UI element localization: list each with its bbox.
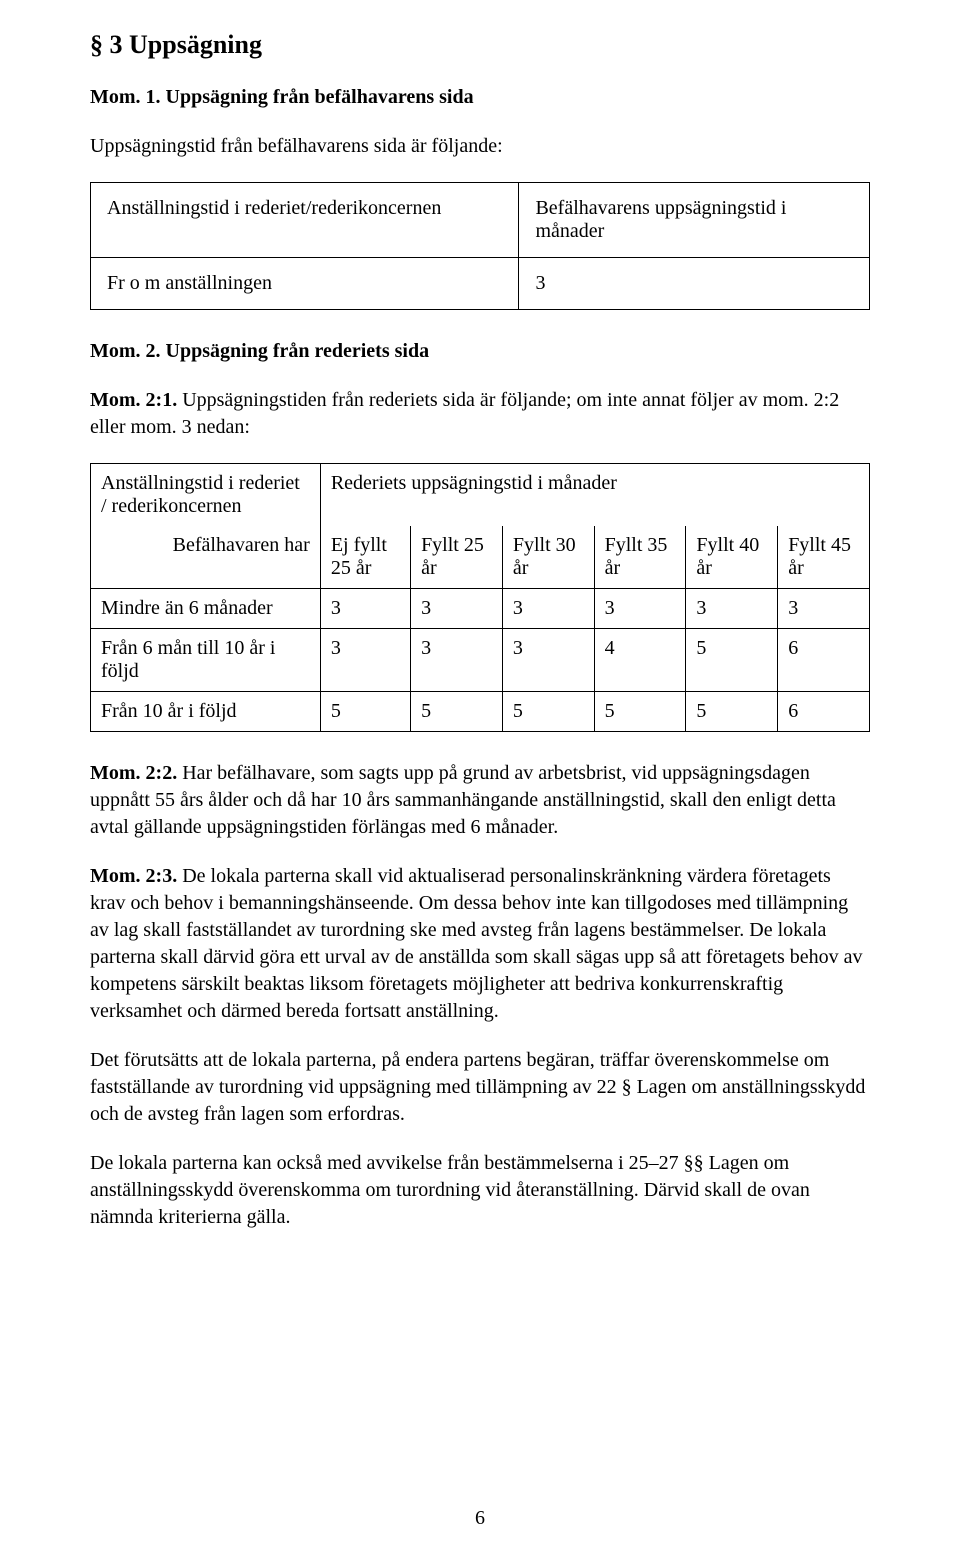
table-row: Anställningstid i rederiet / rederikonce…: [91, 464, 870, 527]
document-page: § 3 Uppsägning Mom. 1. Uppsägning från b…: [0, 0, 960, 1548]
mom22-paragraph: Mom. 2:2. Har befälhavare, som sagts upp…: [90, 760, 870, 841]
table-cell: 5: [594, 692, 686, 732]
table-row: Befälhavaren har Ej fyllt 25 år Fyllt 25…: [91, 526, 870, 589]
mom1-intro: Uppsägningstid från befälhavarens sida ä…: [90, 133, 870, 160]
table-cell: 3: [502, 589, 594, 629]
table-cell: 3: [411, 629, 503, 692]
mom21-paragraph: Mom. 2:1. Uppsägningstiden från rederiet…: [90, 387, 870, 441]
table-cell: 3: [320, 629, 410, 692]
table-row: Mindre än 6 månader 3 3 3 3 3 3: [91, 589, 870, 629]
table-row: Fr o m anställningen 3: [91, 258, 870, 310]
mom22-text: Har befälhavare, som sagts upp på grund …: [90, 762, 836, 838]
paragraph-5: De lokala parterna kan också med avvikel…: [90, 1150, 870, 1231]
table-cell: Fyllt 25 år: [411, 526, 503, 589]
table-cell: Fyllt 30 år: [502, 526, 594, 589]
table-cell: 4: [594, 629, 686, 692]
table-cell: Anställningstid i rederiet / rederikonce…: [91, 464, 321, 527]
table-cell: Befälhavarens uppsägningstid i månader: [519, 183, 870, 258]
table-cell: 5: [320, 692, 410, 732]
table-row: Från 10 år i följd 5 5 5 5 5 6: [91, 692, 870, 732]
table-row: Från 6 mån till 10 år i följd 3 3 3 4 5 …: [91, 629, 870, 692]
table-cell: 3: [502, 629, 594, 692]
table-cell: 5: [411, 692, 503, 732]
table-cell: Från 10 år i följd: [91, 692, 321, 732]
table-cell: 5: [502, 692, 594, 732]
table-cell: 3: [320, 589, 410, 629]
mom23-label: Mom. 2:3.: [90, 865, 177, 887]
mom1-heading: Mom. 1. Uppsägning från befälhavarens si…: [90, 84, 870, 111]
mom2-heading: Mom. 2. Uppsägning från rederiets sida: [90, 338, 870, 365]
table-cell: Fr o m anställningen: [91, 258, 519, 310]
page-number: 6: [0, 1507, 960, 1530]
mom21-label: Mom. 2:1.: [90, 389, 177, 411]
mom23-paragraph: Mom. 2:3. De lokala parterna skall vid a…: [90, 863, 870, 1025]
table-cell: Befälhavaren har: [91, 526, 321, 589]
mom21-text: Uppsägningstiden från rederiets sida är …: [90, 389, 839, 438]
table-cell: 5: [686, 692, 778, 732]
table-cell: 3: [686, 589, 778, 629]
table-cell: Fyllt 35 år: [594, 526, 686, 589]
table-cell: 3: [778, 589, 870, 629]
section-heading: § 3 Uppsägning: [90, 30, 870, 60]
table-cell: Mindre än 6 månader: [91, 589, 321, 629]
table-cell: Från 6 mån till 10 år i följd: [91, 629, 321, 692]
table-cell: 6: [778, 629, 870, 692]
table-cell: 5: [686, 629, 778, 692]
table-cell: Fyllt 40 år: [686, 526, 778, 589]
table-cell: 3: [411, 589, 503, 629]
table-befalhavaren: Anställningstid i rederiet/rederikoncern…: [90, 182, 870, 310]
mom23-text: De lokala parterna skall vid aktualisera…: [90, 865, 863, 1022]
table-rederiets: Anställningstid i rederiet / rederikonce…: [90, 463, 870, 732]
mom22-label: Mom. 2:2.: [90, 762, 177, 784]
table-cell: Ej fyllt 25 år: [320, 526, 410, 589]
table-cell: 6: [778, 692, 870, 732]
table-cell: Anställningstid i rederiet/rederikoncern…: [91, 183, 519, 258]
table-cell: 3: [519, 258, 870, 310]
table-row: Anställningstid i rederiet/rederikoncern…: [91, 183, 870, 258]
table-cell: Rederiets uppsägningstid i månader: [320, 464, 869, 527]
paragraph-4: Det förutsätts att de lokala parterna, p…: [90, 1047, 870, 1128]
table-cell: Fyllt 45 år: [778, 526, 870, 589]
table-cell: 3: [594, 589, 686, 629]
